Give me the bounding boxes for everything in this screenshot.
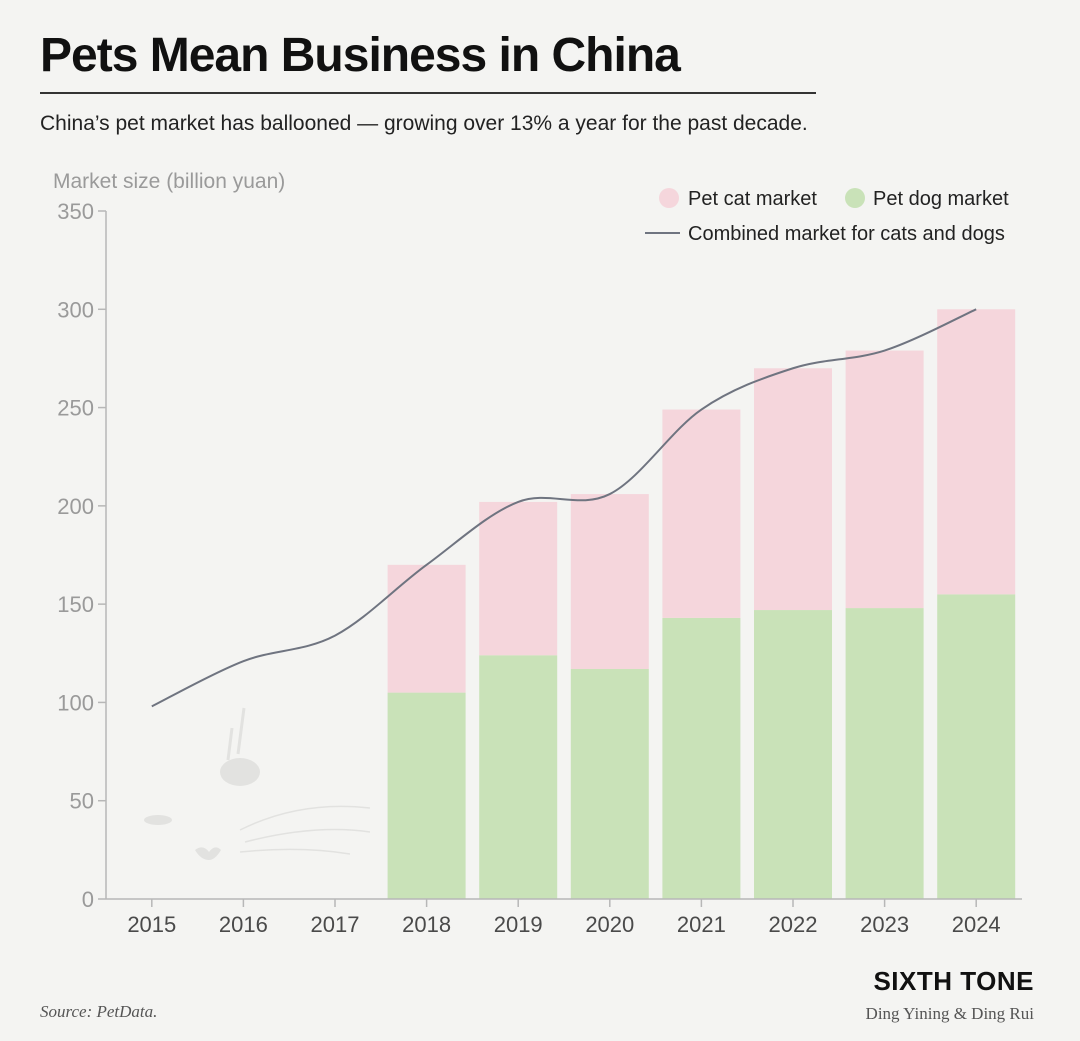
bar-cat-2022 xyxy=(754,368,832,611)
x-tick-label: 2020 xyxy=(585,912,634,937)
byline: Ding Yining & Ding Rui xyxy=(865,1004,1034,1023)
combined-market-line xyxy=(151,308,977,708)
bar-dog-2019 xyxy=(479,655,558,899)
x-tick-label: 2018 xyxy=(402,912,451,937)
legend-dog-label: Pet dog market xyxy=(873,188,1009,210)
y-tick-label: 150 xyxy=(57,592,94,617)
y-tick-label: 50 xyxy=(70,789,94,814)
stacked-bars xyxy=(387,309,1016,899)
bar-dog-2018 xyxy=(387,692,466,899)
x-tick-label: 2019 xyxy=(494,912,543,937)
y-tick-label: 200 xyxy=(57,494,94,519)
bar-dog-2021 xyxy=(662,617,741,899)
chart-title: Pets Mean Business in China xyxy=(40,29,681,82)
x-tick-label: 2022 xyxy=(769,912,818,937)
bar-cat-2018 xyxy=(387,564,466,693)
y-tick-label: 100 xyxy=(57,690,94,715)
bar-cat-2024 xyxy=(937,309,1016,595)
x-axis-ticks: 2015 2016 2017 2018 2019 2020 2021 2022 2023 2024 xyxy=(127,899,1001,937)
y-axis-label: Market size (billion yuan) xyxy=(53,170,285,193)
legend-cat-label: Pet cat market xyxy=(688,188,817,210)
cat-sketch-illustration xyxy=(144,707,371,860)
title-divider xyxy=(40,92,816,94)
bar-dog-2023 xyxy=(845,608,924,899)
legend: Pet cat market Pet dog market Combined m… xyxy=(645,188,1009,245)
y-tick-label: 250 xyxy=(57,396,94,421)
y-axis-ticks: 0 50 100 150 200 250 300 350 xyxy=(57,199,106,912)
y-tick-label: 0 xyxy=(82,887,94,912)
x-tick-label: 2017 xyxy=(311,912,360,937)
chart-subtitle: China’s pet market has ballooned — growi… xyxy=(40,112,808,135)
x-tick-label: 2021 xyxy=(677,912,726,937)
x-tick-label: 2016 xyxy=(219,912,268,937)
bar-cat-2019 xyxy=(479,501,558,656)
legend-combined-label: Combined market for cats and dogs xyxy=(688,223,1005,245)
bar-dog-2020 xyxy=(570,669,649,899)
y-tick-label: 350 xyxy=(57,199,94,224)
x-tick-label: 2023 xyxy=(860,912,909,937)
bar-dog-2024 xyxy=(937,594,1016,899)
y-tick-label: 300 xyxy=(57,297,94,322)
bar-cat-2021 xyxy=(662,409,741,618)
bar-cat-2020 xyxy=(570,494,649,670)
bar-cat-2023 xyxy=(845,350,924,609)
x-tick-label: 2024 xyxy=(952,912,1001,937)
bar-dog-2022 xyxy=(754,610,832,899)
brand-logo: SIXTH TONE xyxy=(873,966,1034,996)
legend-dog-swatch xyxy=(845,188,865,208)
legend-cat-swatch xyxy=(659,188,679,208)
source-note: Source: PetData. xyxy=(40,1002,158,1021)
x-tick-label: 2015 xyxy=(127,912,176,937)
